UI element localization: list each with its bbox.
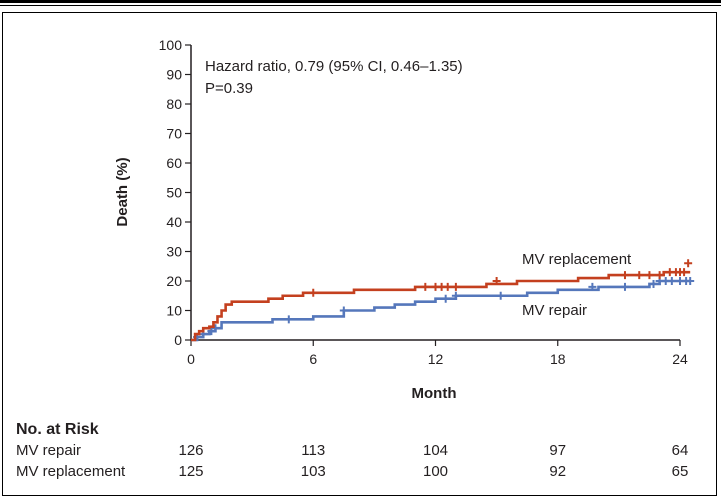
y-tick-label: 90 [166,67,182,83]
censor-mark-mv-repair [588,282,597,291]
risk-table: No. at Risk MV repair MV replacement [16,421,126,480]
x-tick-label: 24 [672,351,688,367]
series-line-mv-repair [191,279,691,342]
censor-mark-mv-repair [441,294,450,303]
censor-mark-mv-repair [451,291,460,300]
x-axis-title: Month [412,385,457,402]
censor-mark-mv-replacement [443,282,452,291]
risk-count-cell: 65 [672,463,689,480]
y-ticks: 0 10 20 30 40 50 60 70 80 90 100 [159,37,191,348]
risk-table-title: No. at Risk [16,421,99,438]
y-tick-label: 70 [166,126,182,142]
y-tick-label: 10 [166,303,182,319]
censor-mark-mv-replacement [684,259,693,268]
risk-counts: 126 113 104 97 64 125 103 100 92 65 [178,442,688,480]
risk-count-cell: 100 [423,463,448,480]
censor-mark-mv-replacement [655,271,664,280]
censor-mark-mv-repair [207,327,216,336]
series-layer [191,259,695,342]
axes [190,45,680,341]
top-rule-thin [0,5,721,6]
risk-row-label-mv-replacement: MV replacement [16,463,126,480]
risk-count-cell: 103 [301,463,326,480]
censor-mark-mv-replacement [620,271,629,280]
y-tick-label: 80 [166,96,182,112]
x-tick-label: 18 [550,351,566,367]
y-tick-label: 60 [166,155,182,171]
y-tick-label: 50 [166,185,182,201]
y-axis-title: Death (%) [114,157,131,226]
censor-mark-mv-replacement [421,282,430,291]
hazard-ratio-annotation: Hazard ratio, 0.79 (95% CI, 0.46–1.35) [205,58,463,75]
y-tick-label: 40 [166,214,182,230]
p-value-annotation: P=0.39 [205,80,253,97]
series-label-mv-replacement: MV replacement [522,251,632,268]
risk-count-cell: 125 [178,463,203,480]
x-tick-label: 0 [187,351,195,367]
censor-mark-mv-replacement [451,282,460,291]
censor-mark-mv-repair [620,282,629,291]
top-rule-thick [0,0,721,3]
censor-mark-mv-repair [649,279,658,288]
risk-count-cell: 104 [423,442,448,459]
y-tick-label: 20 [166,273,182,289]
censor-mark-mv-replacement [645,271,654,280]
risk-count-cell: 126 [178,442,203,459]
censor-mark-mv-repair [686,277,695,285]
censor-mark-mv-replacement [680,268,689,277]
series-line-mv-replacement [191,270,691,342]
y-tick-label: 0 [174,332,182,348]
risk-count-cell: 113 [301,442,325,459]
series-label-mv-repair: MV repair [522,302,587,319]
risk-row-label-mv-repair: MV repair [16,442,81,459]
censor-mark-mv-replacement [492,277,501,285]
risk-count-cell: 64 [672,442,689,459]
censor-mark-mv-repair [339,306,348,315]
risk-count-cell: 92 [549,463,566,480]
x-tick-label: 12 [428,351,444,367]
x-ticks: 0 6 12 18 24 [187,340,688,367]
risk-count-cell: 97 [549,442,566,459]
x-tick-label: 6 [309,351,317,367]
censor-mark-mv-repair [211,324,220,333]
censor-mark-mv-repair [667,277,676,285]
censor-mark-mv-replacement [635,271,644,280]
y-tick-label: 100 [159,37,183,53]
y-tick-label: 30 [166,244,182,260]
censor-mark-mv-repair [496,291,505,300]
figure-frame [2,12,717,496]
censor-mark-mv-repair [284,315,293,324]
censor-mark-mv-replacement [309,288,318,297]
